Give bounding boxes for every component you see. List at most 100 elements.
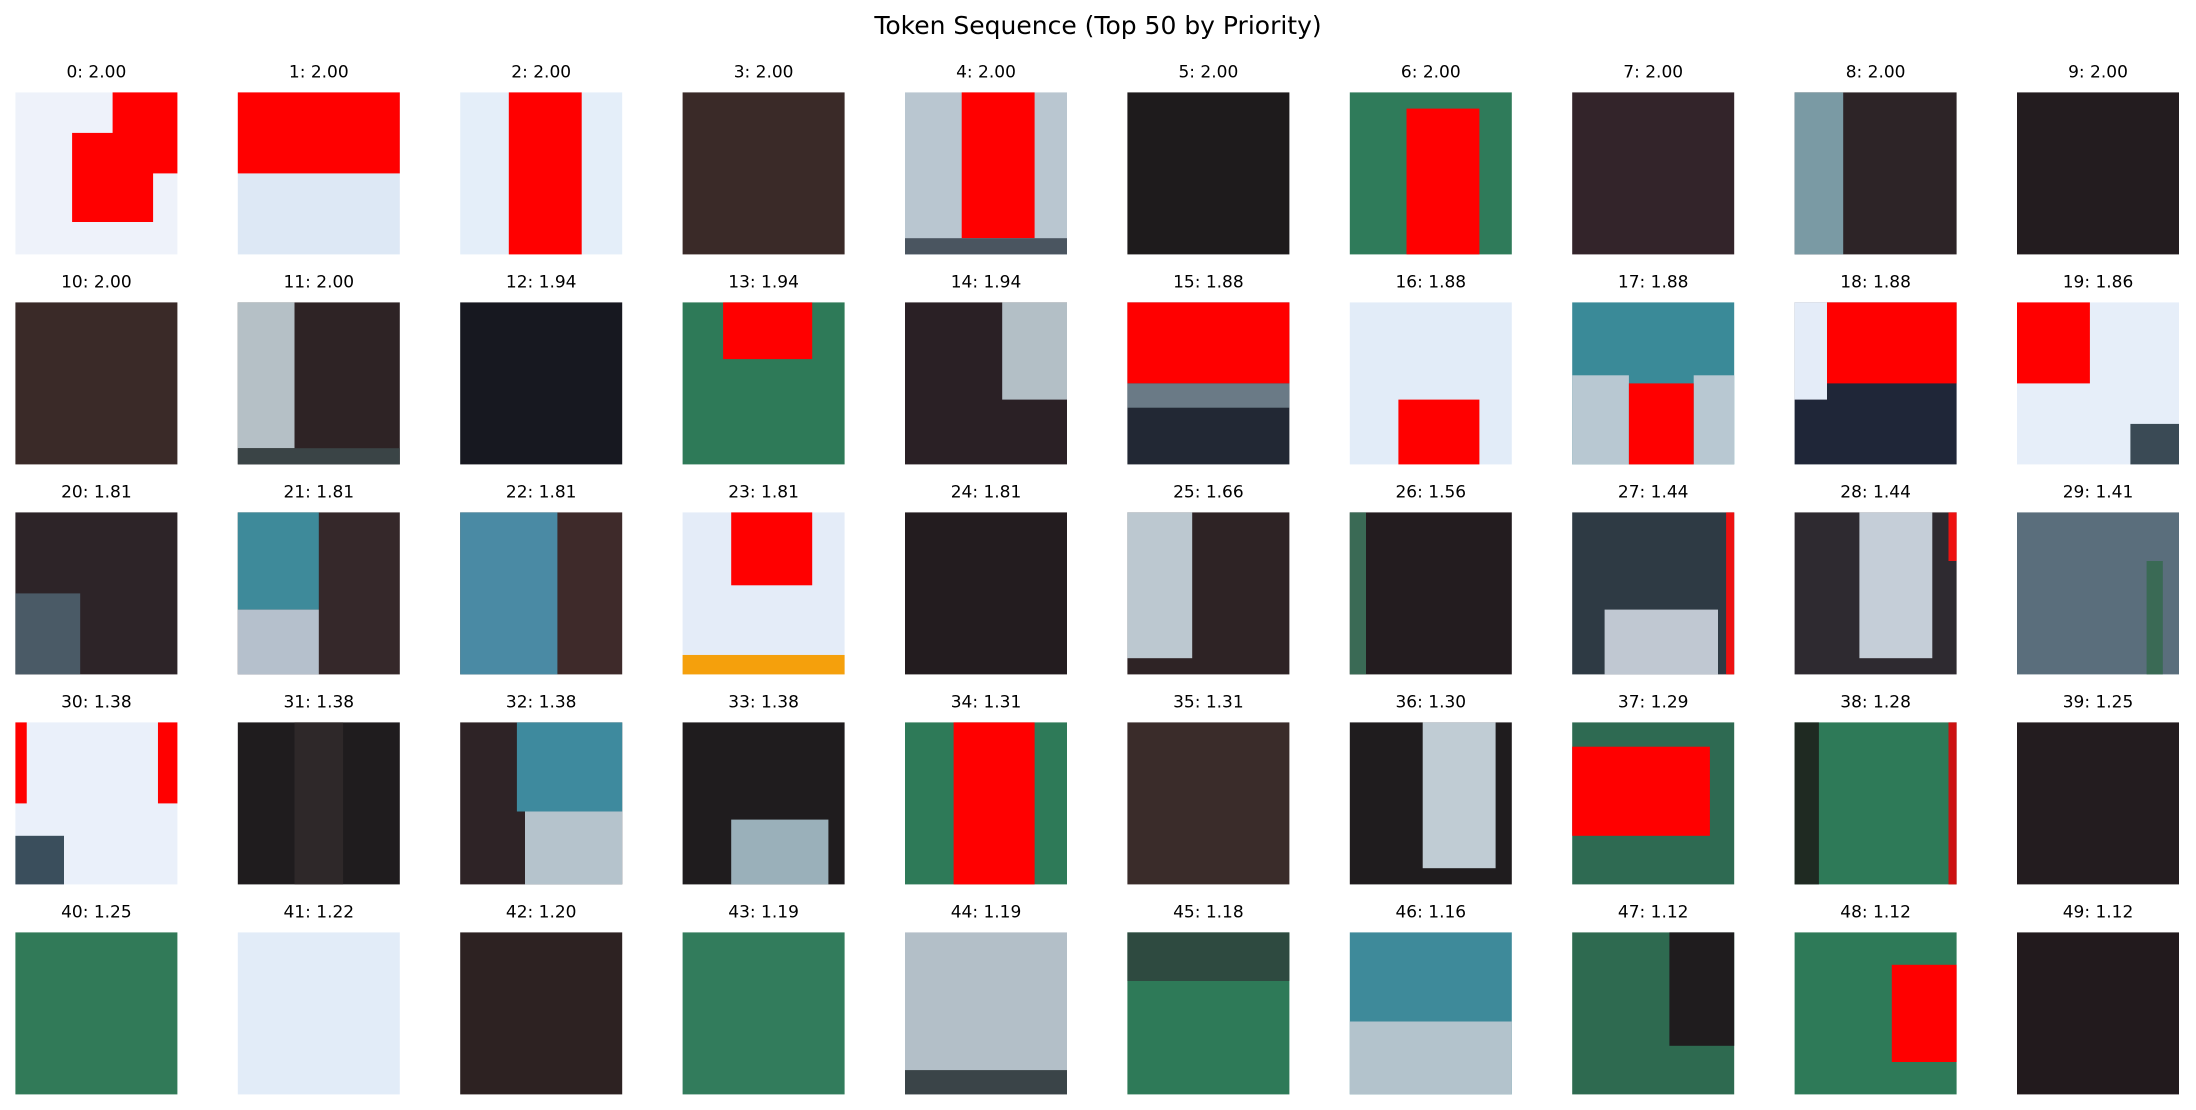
patch-region	[525, 811, 623, 885]
token-patch	[15, 92, 178, 255]
patch-region	[1948, 512, 1957, 561]
token-patch	[2017, 722, 2179, 885]
patch-region	[15, 835, 64, 885]
tile-title: 44: 1.19	[951, 902, 1022, 922]
tile-title: 2: 2.00	[511, 62, 571, 82]
tile-title: 20: 1.81	[61, 482, 132, 502]
token-patch	[1349, 722, 1512, 885]
tile-title: 29: 1.41	[2063, 482, 2134, 502]
token-patch	[1127, 932, 1290, 1095]
token-patch	[1572, 932, 1735, 1095]
patch-background	[682, 92, 845, 255]
token-patch	[2017, 512, 2179, 675]
token-patch	[1572, 92, 1735, 255]
figure-title: Token Sequence (Top 50 by Priority)	[873, 11, 1321, 40]
patch-background	[905, 512, 1067, 675]
token-patch	[2017, 932, 2179, 1095]
token-patch	[15, 932, 178, 1095]
tile-title: 49: 1.12	[2063, 902, 2134, 922]
token-patch	[237, 722, 400, 885]
patch-background	[15, 302, 178, 465]
patch-region	[516, 722, 623, 812]
patch-region	[1572, 746, 1710, 836]
patch-background	[460, 932, 623, 1095]
token-patch	[460, 512, 623, 675]
token-patch	[1127, 722, 1290, 885]
patch-background	[905, 932, 1067, 1095]
token-patch	[682, 92, 845, 255]
tile-title: 48: 1.12	[1840, 902, 1911, 922]
token-patch	[1794, 512, 1957, 675]
token-patch	[1349, 512, 1512, 675]
patch-region	[1127, 383, 1290, 408]
tile-title: 41: 1.22	[283, 902, 354, 922]
token-patch	[1572, 512, 1735, 675]
token-patch	[460, 722, 623, 885]
token-patch	[905, 722, 1067, 885]
tile-title: 15: 1.88	[1173, 272, 1244, 292]
tile-title: 46: 1.16	[1395, 902, 1466, 922]
patch-region	[1628, 383, 1694, 465]
token-patch	[1794, 92, 1957, 255]
patch-region	[682, 654, 845, 675]
tile-title: 17: 1.88	[1618, 272, 1689, 292]
tile-title: 19: 1.86	[2063, 272, 2134, 292]
patch-region	[1406, 108, 1480, 255]
token-patch	[1794, 932, 1957, 1095]
patch-background	[2017, 92, 2179, 255]
token-patch	[15, 722, 178, 885]
tile-title: 43: 1.19	[728, 902, 799, 922]
patch-region	[1794, 302, 1827, 400]
token-patch	[1794, 722, 1957, 885]
patch-region	[157, 722, 178, 804]
tile-title: 23: 1.81	[728, 482, 799, 502]
patch-region	[905, 238, 1067, 255]
patch-region	[1349, 512, 1366, 675]
patch-background	[2017, 722, 2179, 885]
patch-region	[905, 1070, 1067, 1095]
patch-region	[1669, 932, 1735, 1046]
patch-background	[2017, 932, 2179, 1095]
tile-title: 8: 2.00	[1846, 62, 1906, 82]
patch-region	[1349, 1021, 1512, 1095]
tile-title: 36: 1.30	[1395, 692, 1466, 712]
patch-background	[1127, 92, 1290, 255]
patch-background	[237, 932, 400, 1095]
token-patch	[460, 932, 623, 1095]
patch-background	[1127, 722, 1290, 885]
tile-title: 13: 1.94	[728, 272, 799, 292]
patch-region	[961, 92, 1035, 239]
patch-region	[460, 512, 558, 675]
token-patch	[2017, 302, 2179, 465]
token-patch	[682, 722, 845, 885]
tile-title: 10: 2.00	[61, 272, 132, 292]
token-patch	[15, 302, 178, 465]
tile-title: 32: 1.38	[506, 692, 577, 712]
token-patch	[682, 932, 845, 1095]
token-patch	[1349, 932, 1512, 1095]
tile-title: 26: 1.56	[1395, 482, 1466, 502]
token-patch	[1572, 302, 1735, 465]
patch-region	[2130, 423, 2179, 465]
token-patch	[1127, 92, 1290, 255]
token-patch	[905, 302, 1067, 465]
patch-region	[1604, 609, 1718, 675]
patch-region	[237, 448, 400, 465]
tile-title: 7: 2.00	[1623, 62, 1683, 82]
patch-region	[237, 92, 400, 174]
patch-region	[237, 609, 319, 675]
patch-region	[1398, 399, 1480, 465]
tile-title: 28: 1.44	[1840, 482, 1911, 502]
token-patch	[1127, 302, 1290, 465]
tile-title: 11: 2.00	[283, 272, 354, 292]
patch-region	[1794, 722, 1819, 885]
patch-region	[723, 302, 813, 360]
patch-background	[460, 302, 623, 465]
patch-background	[1349, 512, 1512, 675]
patch-region	[1693, 375, 1735, 465]
patch-region	[508, 92, 582, 255]
patch-region	[1859, 512, 1933, 659]
tile-title: 16: 1.88	[1395, 272, 1466, 292]
token-patch	[682, 302, 845, 465]
tile-title: 9: 2.00	[2068, 62, 2128, 82]
